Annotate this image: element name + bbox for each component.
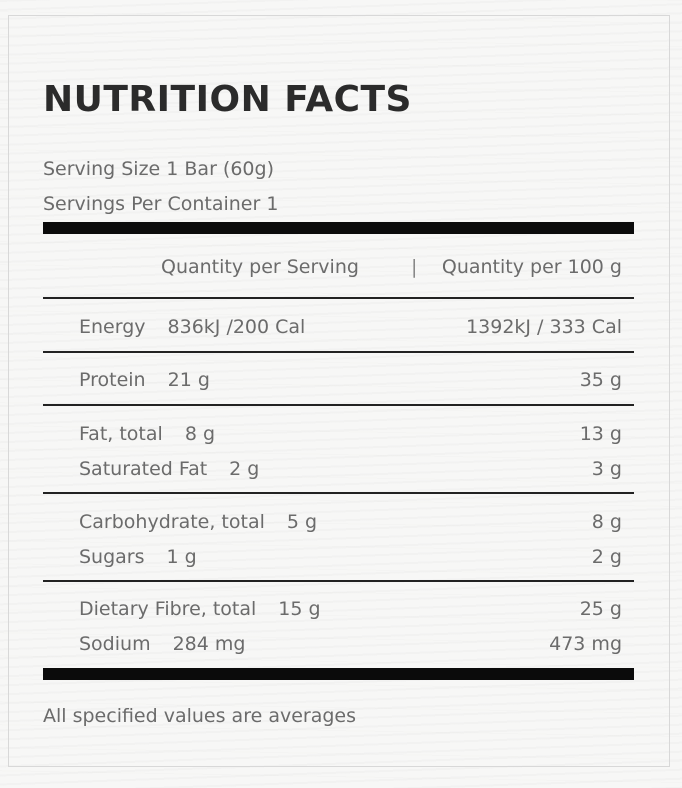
per-100g-value: 3 g (591, 458, 622, 480)
top-thick-divider (43, 222, 634, 234)
footnote: All specified values are averages (43, 705, 357, 727)
per-serving-value: 8 g (184, 423, 216, 445)
per-serving-value: 836kJ /200 Cal (167, 316, 306, 338)
per-100g-value: 473 mg (549, 633, 622, 655)
nutrient-group-carbohydrate: Carbohydrate, total 5 g 8 g Sugars 1 g 2 g (43, 492, 634, 580)
per-serving-value: 21 g (167, 369, 210, 391)
per-100g-value: 13 g (579, 423, 622, 445)
per-100g-value: 1392kJ / 333 Cal (466, 316, 622, 338)
nutrient-group-energy: Energy 836kJ /200 Cal 1392kJ / 333 Cal (43, 297, 634, 351)
nutrient-label: Dietary Fibre, total (79, 598, 257, 620)
nutrient-label: Energy (79, 316, 146, 338)
per-100g-value: 8 g (591, 511, 622, 533)
nutrient-group-protein: Protein 21 g 35 g (43, 351, 634, 405)
serving-size: Serving Size 1 Bar (60g) (43, 158, 274, 180)
nutrient-label: Sodium (79, 633, 151, 655)
servings-per-container: Servings Per Container 1 (43, 193, 279, 215)
nutrient-label: Saturated Fat (79, 458, 208, 480)
nutrient-label: Carbohydrate, total (79, 511, 265, 533)
nutrient-label: Protein (79, 369, 146, 391)
per-serving-value: 15 g (278, 598, 321, 620)
per-serving-value: 2 g (229, 458, 260, 480)
nutrient-group-fat: Fat, total 8 g 13 g Saturated Fat 2 g 3 g (43, 404, 634, 492)
per-serving-value: 5 g (286, 511, 318, 533)
bottom-thick-divider (43, 668, 634, 680)
header-per-100g: Quantity per 100 g (441, 256, 622, 278)
per-serving-value: 1 g (166, 546, 197, 568)
panel-border (8, 15, 670, 767)
per-100g-value: 25 g (579, 598, 622, 620)
header-per-serving: Quantity per Serving (161, 256, 359, 278)
header-separator: | (411, 256, 418, 278)
nutrient-label: Sugars (79, 546, 145, 568)
per-serving-value: 284 mg (172, 633, 246, 655)
page-title: NUTRITION FACTS (43, 79, 412, 120)
per-100g-value: 35 g (579, 369, 622, 391)
per-100g-value: 2 g (591, 546, 622, 568)
nutrient-label: Fat, total (79, 423, 163, 445)
nutrient-group-fibre-sodium: Dietary Fibre, total 15 g 25 g Sodium 284 … (43, 580, 634, 668)
